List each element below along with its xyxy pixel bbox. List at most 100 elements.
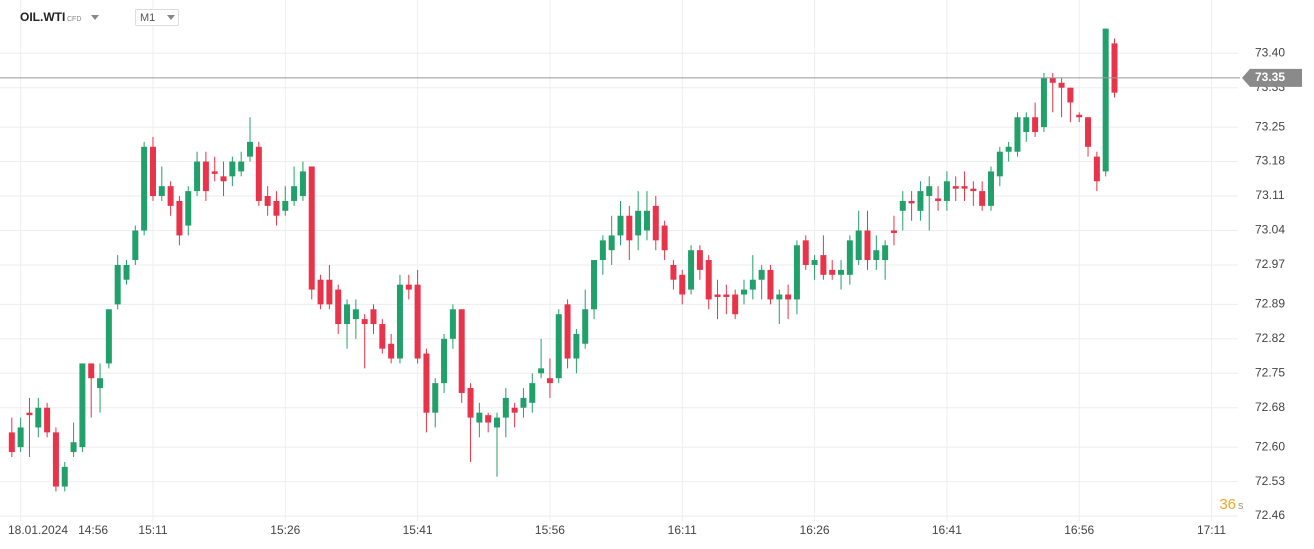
candle-body	[61, 466, 68, 487]
candle-body	[344, 304, 351, 325]
candle-body	[829, 269, 836, 275]
candle-body	[405, 284, 412, 290]
x-tick-label: 14:56	[78, 523, 108, 537]
candle-body	[388, 343, 395, 359]
y-tick-label: 72.46	[1255, 508, 1285, 522]
candle-body	[467, 388, 474, 418]
candle-body	[688, 250, 695, 290]
candle-body	[423, 353, 430, 413]
y-tick-label: 72.68	[1255, 400, 1285, 414]
candle-body	[441, 338, 448, 384]
candle-body	[617, 215, 624, 236]
candle-body	[890, 230, 897, 233]
candle-body	[908, 200, 915, 204]
candle-body	[635, 210, 642, 236]
candle-body	[599, 240, 606, 261]
candle-body	[793, 245, 800, 300]
candle-body	[776, 294, 783, 300]
candle-body	[149, 146, 156, 197]
candle-body	[970, 188, 977, 192]
candle-body	[88, 363, 95, 379]
candle-body	[555, 314, 562, 379]
candle-body	[1076, 114, 1083, 118]
timeframe-selector[interactable]	[135, 9, 179, 26]
candle-body	[502, 397, 509, 418]
instrument-type: CFD	[67, 16, 81, 23]
candle-body	[996, 151, 1003, 177]
candle-body	[511, 407, 518, 413]
candle-body	[811, 260, 818, 265]
candle-body	[546, 378, 553, 384]
candle-body	[864, 230, 871, 261]
candle-body	[882, 245, 889, 261]
candle-body	[988, 171, 994, 206]
candle-body	[749, 279, 756, 290]
candle-body	[1102, 28, 1109, 172]
candle-body	[696, 250, 703, 270]
candle-body	[449, 309, 456, 339]
y-tick-label: 72.53	[1255, 474, 1285, 488]
timeframe[interactable]: M1	[140, 12, 155, 24]
candle-body	[317, 279, 324, 305]
candle-body	[220, 176, 227, 182]
symbol-dropdown-arrow[interactable]	[91, 15, 99, 20]
candle-body	[44, 407, 51, 433]
candle-body	[114, 264, 121, 305]
candle-body	[582, 309, 589, 344]
candle-body	[255, 146, 262, 201]
x-tick-label: 15:56	[535, 523, 565, 537]
candle-body	[247, 141, 253, 157]
candle-body	[229, 161, 236, 177]
y-tick-label: 72.60	[1255, 439, 1285, 453]
candle-body	[1032, 117, 1039, 133]
candle-body	[414, 284, 421, 359]
candle-body	[979, 191, 986, 206]
candle-body	[723, 294, 730, 297]
candle-body	[608, 235, 615, 251]
candle-body	[352, 309, 359, 320]
candle-body	[185, 191, 192, 226]
symbol[interactable]: OIL.WTI	[20, 10, 65, 24]
x-tick-label: 15:41	[403, 523, 433, 537]
candle-body	[211, 171, 218, 174]
candle-body	[1040, 77, 1047, 128]
y-tick-label: 73.11	[1255, 188, 1284, 202]
candle-body	[432, 383, 439, 413]
candle-body	[379, 324, 386, 349]
candle-body	[643, 210, 650, 231]
y-tick-label: 73.18	[1255, 154, 1285, 168]
candle-body	[952, 186, 959, 189]
candle-body	[123, 264, 130, 280]
y-tick-label: 73.40	[1255, 45, 1285, 59]
timeframe-dropdown-arrow[interactable]	[167, 15, 175, 20]
x-tick-label: 16:41	[932, 523, 962, 537]
candle-body	[802, 240, 809, 265]
candle-body	[8, 432, 15, 453]
candle-body	[758, 269, 765, 280]
y-tick-label: 72.89	[1255, 297, 1285, 311]
last-price-tag	[1242, 68, 1302, 87]
candle-body	[485, 415, 492, 423]
countdown: 36	[1219, 496, 1236, 513]
x-tick-label: 15:11	[138, 523, 167, 537]
y-tick-label: 73.25	[1255, 119, 1285, 133]
candle-body	[17, 427, 24, 448]
x-tick-label: 16:11	[668, 523, 697, 537]
candle-body	[458, 309, 465, 393]
x-tick-label: 15:26	[270, 523, 300, 537]
candle-body	[476, 412, 483, 423]
candle-body	[105, 309, 112, 364]
last-price-label: 73.35	[1255, 70, 1285, 84]
candle-body	[538, 368, 545, 374]
candle-body	[652, 205, 659, 241]
candle-body	[926, 186, 933, 197]
axes: 73.4073.3373.2573.1873.1173.0472.9772.89…	[0, 45, 1302, 537]
candle-body	[820, 255, 827, 275]
candle-body	[194, 161, 201, 192]
candle-body	[714, 294, 721, 297]
candle-body	[846, 240, 853, 275]
candle-body	[35, 407, 42, 428]
